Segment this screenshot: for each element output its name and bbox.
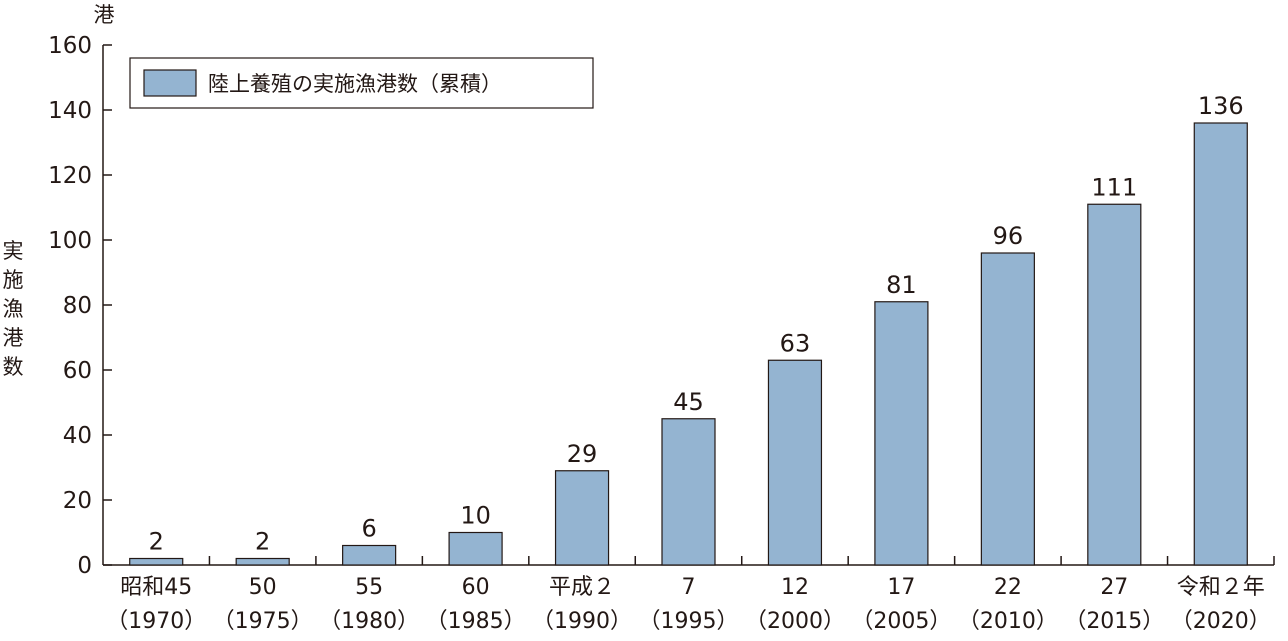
bar-value-label: 136 [1198, 92, 1244, 120]
x-tick-sublabel: （1980） [319, 609, 419, 634]
x-axis: 昭和45 （1970） 50 （1975） 55 （1980） 60 （1985） 平成２ （19… [103, 556, 1275, 634]
y-axis-title-char: 施 [3, 268, 24, 292]
legend-frame [129, 57, 594, 109]
bar [661, 418, 716, 566]
y-tick-label: 100 [48, 228, 92, 254]
legend-label: 陸上養殖の実施漁港数（累積） [208, 72, 502, 96]
x-tick-sublabel: （2005） [851, 609, 951, 634]
bar-value-label: 29 [567, 440, 598, 468]
x-tick-sublabel: （1990） [532, 609, 632, 634]
y-axis-title-char: 港 [3, 326, 24, 350]
y-axis-title-char: 漁 [3, 297, 24, 321]
x-tick-sublabel: （1975） [213, 609, 313, 634]
x-tick-sublabel: （1985） [426, 609, 526, 634]
bar-value-label: 10 [460, 502, 491, 530]
x-tick-label: 令和２年 [1177, 575, 1265, 600]
y-unit-label: 港 [94, 3, 115, 27]
bar [980, 252, 1035, 566]
x-tick-sublabel: （1970） [106, 609, 206, 634]
bar-value-label: 45 [673, 388, 704, 416]
y-tick-label: 160 [48, 33, 92, 59]
x-tick-label: 22 [994, 575, 1022, 600]
y-tick-label: 80 [63, 293, 92, 319]
x-tick-sublabel: （2015） [1064, 609, 1164, 634]
x-tick-label: 55 [355, 575, 383, 600]
bar-value-label: 81 [886, 271, 917, 299]
bar-value-label: 63 [780, 329, 811, 357]
bar-value-label: 111 [1091, 173, 1137, 201]
x-tick-sublabel: （2000） [745, 609, 845, 634]
y-axis-title: 実施漁港数 [3, 239, 24, 379]
y-axis: 0 20 40 60 80 100 120 140 160 [48, 33, 112, 579]
y-tick-label: 60 [63, 358, 92, 384]
y-tick-label: 120 [48, 163, 92, 189]
bar [342, 544, 397, 566]
x-tick-sublabel: （2020） [1171, 609, 1271, 634]
bar [1087, 203, 1142, 566]
legend: 陸上養殖の実施漁港数（累積） [129, 57, 594, 109]
y-axis-title-char: 実 [3, 239, 24, 263]
bar-value-label: 2 [255, 528, 270, 556]
bar [554, 470, 610, 566]
x-tick-label: 17 [887, 575, 915, 600]
bar [767, 359, 823, 566]
bar [1193, 122, 1248, 566]
y-tick-label: 20 [63, 488, 92, 514]
bar-value-label: 6 [361, 515, 376, 543]
x-tick-label: 12 [781, 575, 809, 600]
x-tick-label: 60 [462, 575, 490, 600]
bar-value-label: 2 [149, 528, 164, 556]
x-tick-label: 昭和45 [120, 575, 192, 600]
x-tick-label: 7 [682, 575, 696, 600]
x-tick-sublabel: （1995） [639, 609, 739, 634]
bar [874, 301, 929, 566]
y-tick-label: 40 [63, 423, 92, 449]
bar [448, 531, 503, 566]
x-tick-label: 平成２ [549, 575, 615, 600]
x-tick-label: 50 [249, 575, 277, 600]
bar [235, 557, 290, 566]
legend-swatch [143, 69, 197, 97]
y-axis-title-char: 数 [3, 355, 24, 379]
y-tick-label: 140 [48, 98, 92, 124]
bars: 2 2 6 10 29 45 63 81 96 111 136 [129, 92, 1248, 566]
x-tick-sublabel: （2010） [958, 609, 1058, 634]
x-tick-label: 27 [1100, 575, 1128, 600]
bar [129, 557, 184, 566]
bar-value-label: 96 [993, 222, 1024, 250]
y-tick-label: 0 [77, 553, 92, 579]
